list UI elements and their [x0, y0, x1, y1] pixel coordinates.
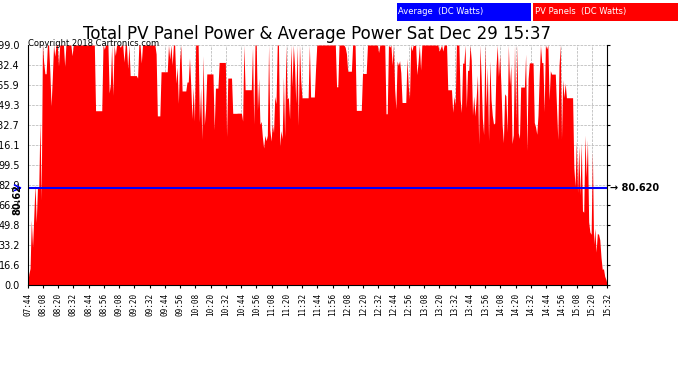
Text: PV Panels  (DC Watts): PV Panels (DC Watts): [535, 7, 626, 16]
Title: Total PV Panel Power & Average Power Sat Dec 29 15:37: Total PV Panel Power & Average Power Sat…: [83, 26, 551, 44]
Text: Copyright 2018 Cartronics.com: Copyright 2018 Cartronics.com: [28, 39, 159, 48]
Text: Average  (DC Watts): Average (DC Watts): [398, 7, 484, 16]
Text: → 80.620: → 80.620: [610, 183, 659, 193]
